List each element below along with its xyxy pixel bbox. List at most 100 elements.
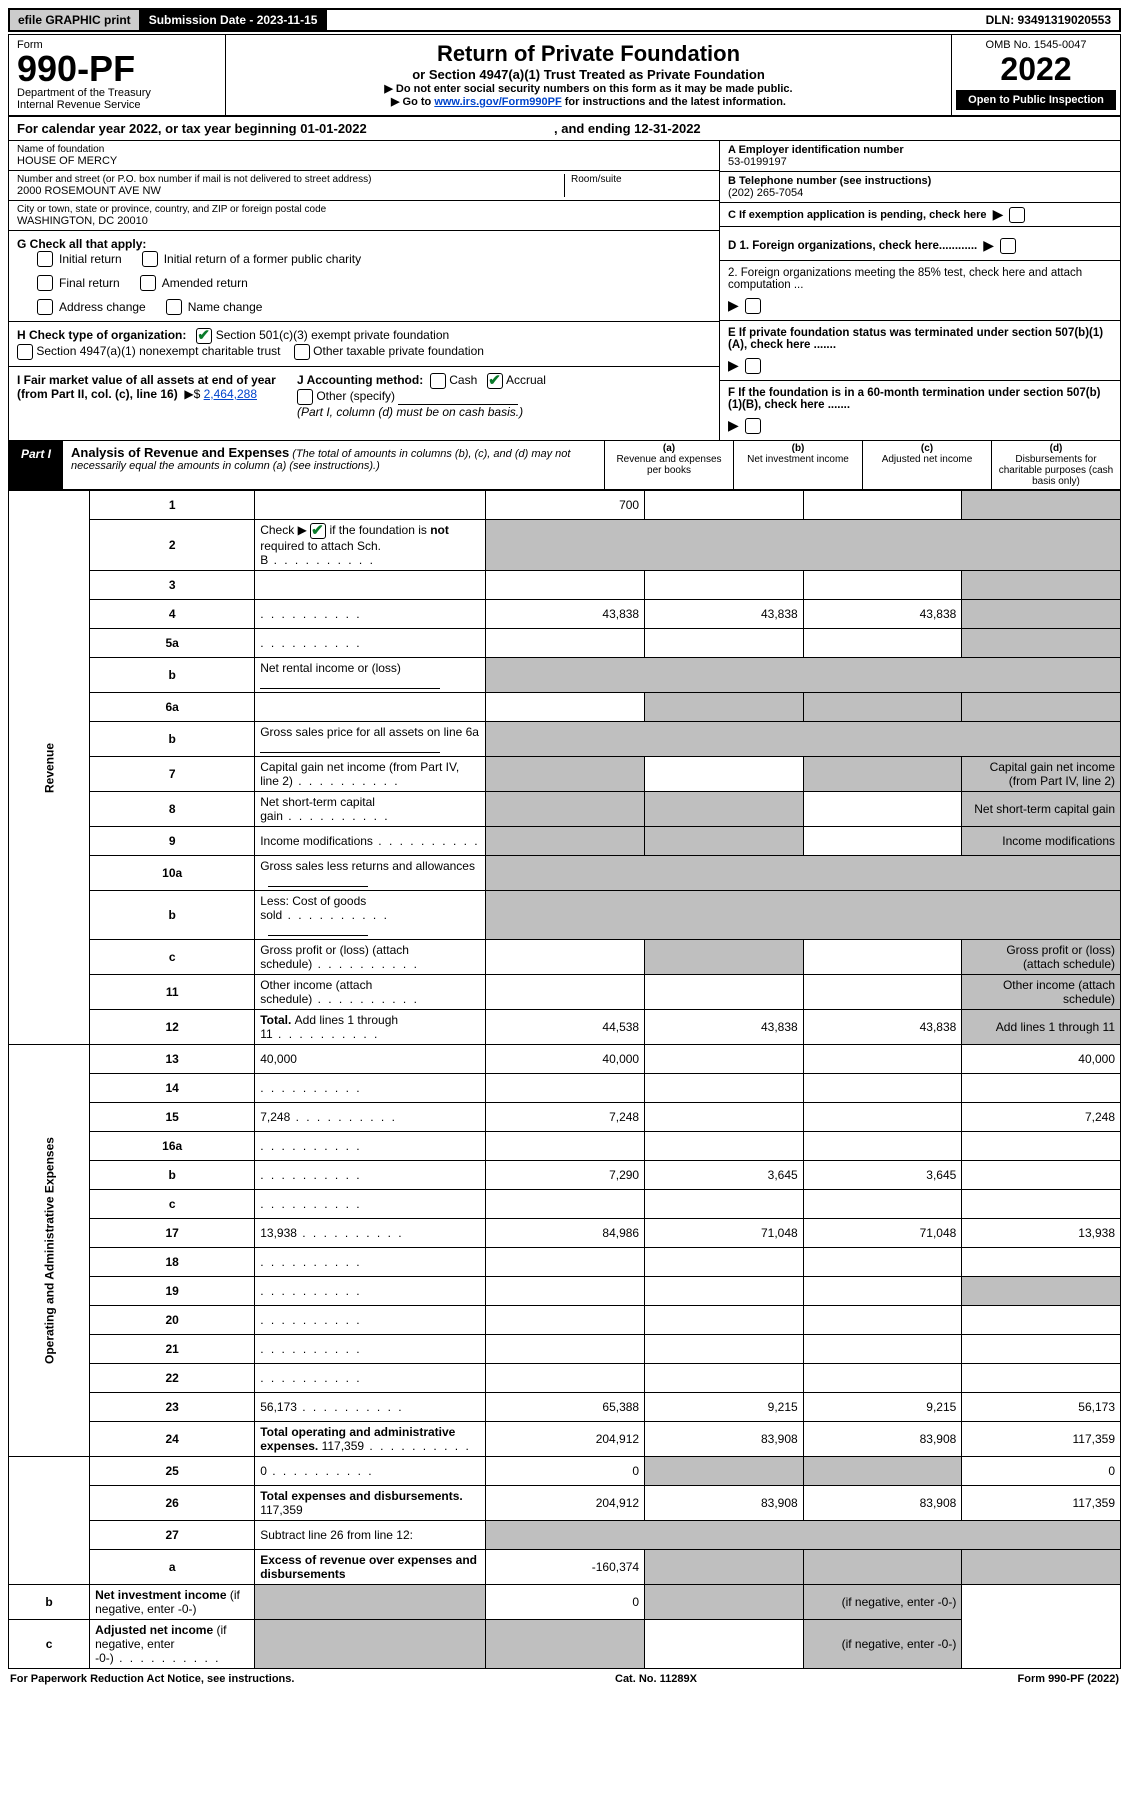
line-desc: Gross sales price for all assets on line… [255,722,486,757]
submission-date: Submission Date - 2023-11-15 [141,10,328,30]
table-row: bNet investment income (if negative, ent… [9,1585,1121,1620]
table-row: 9Income modificationsIncome modification… [9,827,1121,856]
g-amended-return[interactable] [140,275,156,291]
table-row: 26Total expenses and disbursements. 117,… [9,1486,1121,1521]
h-501c3-checkbox[interactable] [196,328,212,344]
form-number: 990-PF [17,51,217,87]
e-row: E If private foundation status was termi… [720,321,1120,381]
section-g: G Check all that apply: Initial return I… [9,231,719,322]
addr-label: Number and street (or P.O. box number if… [17,174,564,185]
line-desc: Total operating and administrative expen… [255,1422,486,1457]
table-row: c [9,1190,1121,1219]
city-label: City or town, state or province, country… [17,204,711,215]
c-checkbox[interactable] [1009,207,1025,223]
line-desc [255,491,486,520]
g-name-change[interactable] [166,299,182,315]
line-desc [255,1277,486,1306]
table-row: 12Total. Add lines 1 through 1144,53843,… [9,1010,1121,1045]
table-row: 2356,17365,3889,2159,21556,173 [9,1393,1121,1422]
footer-right: Form 990-PF (2022) [1018,1673,1120,1685]
line-desc: 56,173 [255,1393,486,1422]
table-row: 11Other income (attach schedule)Other in… [9,975,1121,1010]
line-desc: Less: Cost of goods sold [255,891,486,940]
line-desc: Adjusted net income (if negative, enter … [90,1620,255,1669]
tax-year: 2022 [956,51,1116,88]
check-sections: G Check all that apply: Initial return I… [8,231,1121,440]
col-c-head: Adjusted net income [882,454,973,465]
table-row: 10aGross sales less returns and allowanc… [9,856,1121,891]
table-row: 14 [9,1074,1121,1103]
table-row: bNet rental income or (loss) [9,658,1121,693]
col-a-head: Revenue and expenses per books [616,454,721,476]
e-checkbox[interactable] [745,358,761,374]
line-desc: 7,248 [255,1103,486,1132]
irs-link[interactable]: www.irs.gov/Form990PF [434,96,561,108]
table-row: 21 [9,1335,1121,1364]
part1-header: Part I Analysis of Revenue and Expenses … [8,440,1121,490]
h-4947-checkbox[interactable] [17,344,33,360]
g-final-return[interactable] [37,275,53,291]
line-desc [255,693,486,722]
line-desc: Net rental income or (loss) [255,658,486,693]
g-initial-return[interactable] [37,251,53,267]
f-checkbox[interactable] [745,418,761,434]
table-row: 20 [9,1306,1121,1335]
line-desc [255,1132,486,1161]
efile-chip: efile GRAPHIC print [10,10,141,30]
line-desc: Net short-term capital gain [255,792,486,827]
foundation-name: HOUSE OF MERCY [17,155,711,167]
table-row: bGross sales price for all assets on lin… [9,722,1121,757]
page-footer: For Paperwork Reduction Act Notice, see … [8,1669,1121,1689]
c-label: C If exemption application is pending, c… [728,209,987,221]
table-row: 6a [9,693,1121,722]
open-public-badge: Open to Public Inspection [956,90,1116,110]
table-row: 19 [9,1277,1121,1306]
year-begin: 01-01-2022 [300,121,367,136]
d1-checkbox[interactable] [1000,238,1016,254]
arrow-icon: ▶ [993,206,1004,223]
table-row: aExcess of revenue over expenses and dis… [9,1550,1121,1585]
phone-value: (202) 265-7054 [728,187,803,199]
part1-table: Revenue17002Check ▶ if the foundation is… [8,490,1121,1669]
line-desc: Income modifications [255,827,486,856]
g-address-change[interactable] [37,299,53,315]
line-desc [255,1335,486,1364]
d2-checkbox[interactable] [745,298,761,314]
table-row: Revenue1700 [9,491,1121,520]
form-title: Return of Private Foundation [232,41,945,67]
line-desc [255,1074,486,1103]
room-label: Room/suite [571,174,711,185]
j-cash-checkbox[interactable] [430,373,446,389]
table-row: 8Net short-term capital gainNet short-te… [9,792,1121,827]
dept-line-1: Department of the Treasury [17,87,217,99]
line-desc: Net investment income (if negative, ente… [90,1585,255,1620]
line-desc: Other income (attach schedule) [255,975,486,1010]
section-i-j: I Fair market value of all assets at end… [9,367,719,425]
line-desc: 13,938 [255,1219,486,1248]
f-row: F If the foundation is in a 60-month ter… [720,381,1120,440]
dln: DLN: 93491319020553 [978,10,1119,30]
table-row: 25000 [9,1457,1121,1486]
j-other-checkbox[interactable] [297,389,313,405]
part1-label: Part I [9,441,63,489]
fmv-value[interactable]: 2,464,288 [204,387,257,401]
line-desc [255,629,486,658]
h-other-taxable-checkbox[interactable] [294,344,310,360]
street-address: 2000 ROSEMOUNT AVE NW [17,185,564,197]
ein-value: 53-0199197 [728,156,787,168]
line-desc: 40,000 [255,1045,486,1074]
line-desc: Capital gain net income (from Part IV, l… [255,757,486,792]
dept-line-2: Internal Revenue Service [17,99,217,111]
side-label-revenue: Revenue [9,491,90,1045]
g-initial-former[interactable] [142,251,158,267]
form-header: Form 990-PF Department of the Treasury I… [8,34,1121,117]
footer-left: For Paperwork Reduction Act Notice, see … [10,1673,294,1685]
side-label-expenses: Operating and Administrative Expenses [9,1045,90,1457]
note-ssn: ▶ Do not enter social security numbers o… [232,82,945,95]
j-accrual-checkbox[interactable] [487,373,503,389]
table-row: Operating and Administrative Expenses134… [9,1045,1121,1074]
note-goto: ▶ Go to www.irs.gov/Form990PF for instru… [232,95,945,108]
d1-row: D 1. Foreign organizations, check here..… [720,231,1120,261]
line-desc [255,1161,486,1190]
line-desc: Total. Add lines 1 through 11 [255,1010,486,1045]
